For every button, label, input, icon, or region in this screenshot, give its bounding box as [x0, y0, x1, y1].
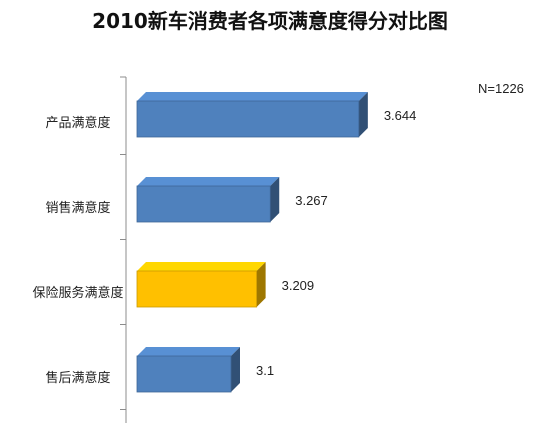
category-ticks: [120, 76, 126, 410]
category-label: 销售满意度: [45, 200, 110, 216]
bar-side-face: [256, 262, 266, 307]
value-label: 3.209: [282, 278, 315, 293]
value-label: 3.644: [384, 108, 417, 123]
bar-1: [136, 92, 368, 138]
bar-front-face: [136, 185, 271, 223]
category-label: 售后满意度: [45, 370, 110, 386]
bar-top-face: [137, 262, 266, 271]
bar-top-face: [137, 177, 280, 186]
category-label: 保险服务满意度: [32, 285, 123, 301]
bar-3: [136, 262, 266, 308]
bar-front-face: [136, 270, 258, 308]
sample-size-note: N=1226: [478, 81, 524, 96]
labels-layer: 产品满意度 3.644 销售满意度 3.267 保险服务满意度 3.209 售后满意度 3.1: [32, 108, 416, 386]
bar-side-face: [270, 177, 280, 222]
bar-top-face: [137, 92, 368, 101]
bar-front-face: [136, 355, 232, 393]
bar-2: [136, 177, 280, 223]
bar-front-face: [136, 100, 360, 138]
bar-series: [136, 92, 368, 393]
chart-title: 2010新车消费者各项满意度得分对比图: [92, 9, 448, 33]
bar-top-face: [137, 347, 240, 356]
category-label: 产品满意度: [45, 115, 110, 131]
bar-4: [136, 347, 240, 393]
value-label: 3.1: [256, 363, 274, 378]
value-label: 3.267: [295, 193, 328, 208]
bar-side-face: [358, 92, 368, 137]
bar-side-face: [231, 347, 240, 392]
